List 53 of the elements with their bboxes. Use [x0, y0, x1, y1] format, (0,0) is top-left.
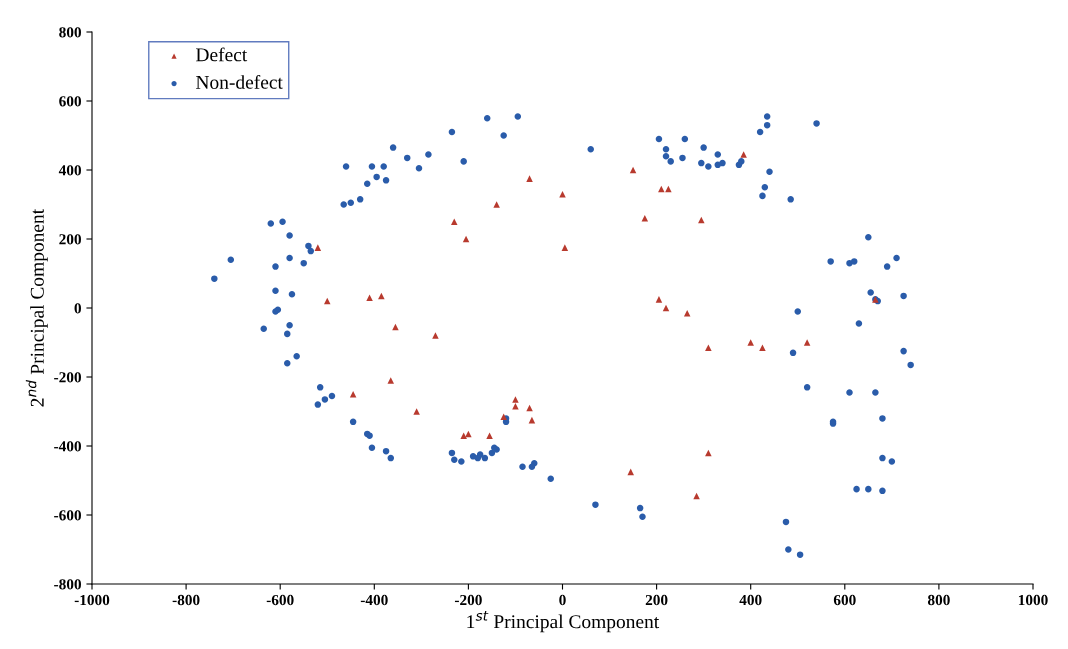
x-tick-label: -1000	[74, 594, 110, 606]
point	[665, 185, 672, 193]
y-tick-label: -400	[54, 441, 81, 452]
point	[698, 216, 705, 224]
point	[314, 244, 322, 251]
point	[526, 175, 533, 182]
x-tick-label: 600	[833, 594, 856, 606]
x-axis-title: 1$^{st}$ Principal Component	[467, 611, 660, 633]
y-tick-label: 200	[59, 234, 81, 245]
x-tick-label: -600	[266, 594, 294, 606]
y-tick-label: 400	[58, 165, 81, 176]
point	[349, 390, 357, 398]
legend-label: Defect	[196, 47, 248, 62]
y-tick-label: -800	[54, 579, 81, 590]
point	[658, 185, 665, 193]
x-tick-label: 800	[927, 594, 950, 606]
point	[512, 403, 519, 410]
point	[512, 396, 519, 403]
point	[627, 468, 634, 476]
x-tick-label: -200	[454, 594, 482, 606]
y-tick-label: 600	[59, 96, 81, 107]
point	[432, 332, 439, 339]
point	[655, 296, 663, 303]
y-tick-label: 0	[74, 303, 81, 314]
point	[465, 430, 472, 438]
point	[705, 344, 712, 351]
point	[413, 408, 420, 415]
point	[460, 432, 467, 439]
x-tick-label: 200	[645, 594, 668, 606]
point	[378, 292, 385, 300]
y-axis-title: 2$^{nd}$ Principal Component	[25, 209, 48, 407]
legend-label: Non-defect	[196, 74, 283, 89]
point	[366, 294, 373, 301]
x-tick-label: 400	[739, 594, 762, 606]
x-tick-label: 0	[559, 594, 566, 606]
point	[759, 344, 766, 351]
point	[641, 215, 649, 222]
point	[387, 377, 395, 384]
point	[740, 151, 747, 158]
y-tick-label: -200	[54, 372, 81, 383]
point	[705, 449, 712, 457]
x-tick-label: 1000	[1018, 594, 1048, 606]
point	[747, 339, 754, 346]
x-tick-label: -400	[360, 594, 388, 606]
point	[493, 201, 500, 208]
point	[486, 432, 493, 439]
point	[803, 339, 811, 346]
x-tick-label: -800	[172, 594, 200, 606]
point	[561, 244, 569, 251]
point	[451, 218, 458, 226]
point	[323, 297, 331, 305]
y-tick-label: 800	[59, 27, 81, 38]
y-tick-label: -600	[54, 510, 81, 521]
